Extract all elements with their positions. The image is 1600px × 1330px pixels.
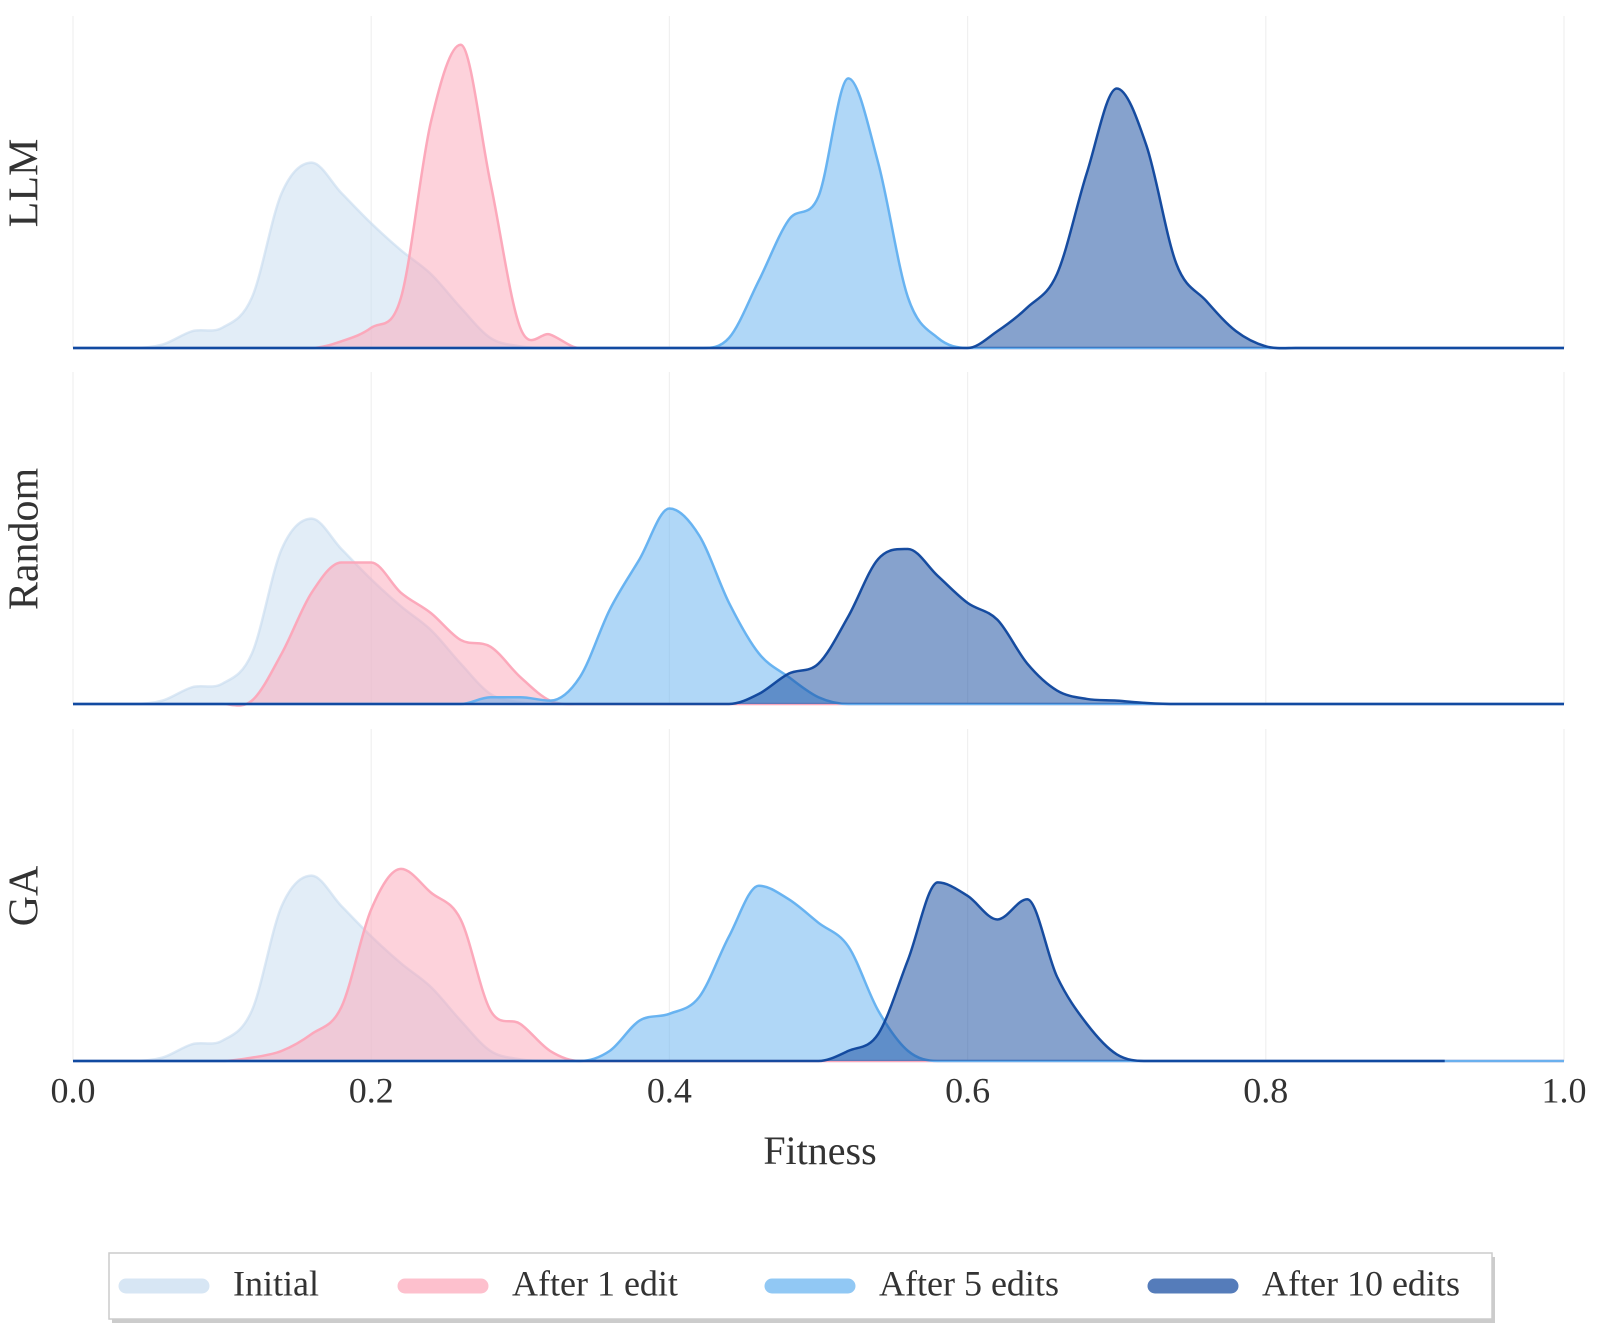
x-tick-label: 1.0 xyxy=(1542,1070,1587,1110)
density-line xyxy=(73,87,1564,350)
density-area xyxy=(73,562,1564,706)
legend-label: After 1 edit xyxy=(512,1263,678,1303)
x-tick-label: 0.6 xyxy=(945,1070,990,1110)
panel-label: Random xyxy=(2,468,48,611)
density-line xyxy=(72,547,1564,706)
x-tick-label: 0.4 xyxy=(647,1070,692,1110)
panel-label: LLM xyxy=(2,139,48,228)
density-line xyxy=(72,881,1445,1063)
legend-label: Initial xyxy=(233,1263,319,1303)
x-tick-label: 0.8 xyxy=(1243,1070,1288,1110)
density-area xyxy=(73,44,1564,348)
legend-label: After 10 edits xyxy=(1262,1263,1460,1303)
panel-label: GA xyxy=(2,865,48,926)
x-tick-label: 0.2 xyxy=(349,1070,394,1110)
density-area xyxy=(73,78,1564,349)
x-axis-label: Fitness xyxy=(763,1128,876,1173)
density-area xyxy=(73,868,1564,1061)
x-tick-label: 0.0 xyxy=(51,1070,96,1110)
legend-label: After 5 edits xyxy=(879,1263,1059,1303)
density-area xyxy=(73,885,1564,1061)
density-area xyxy=(73,548,1564,704)
